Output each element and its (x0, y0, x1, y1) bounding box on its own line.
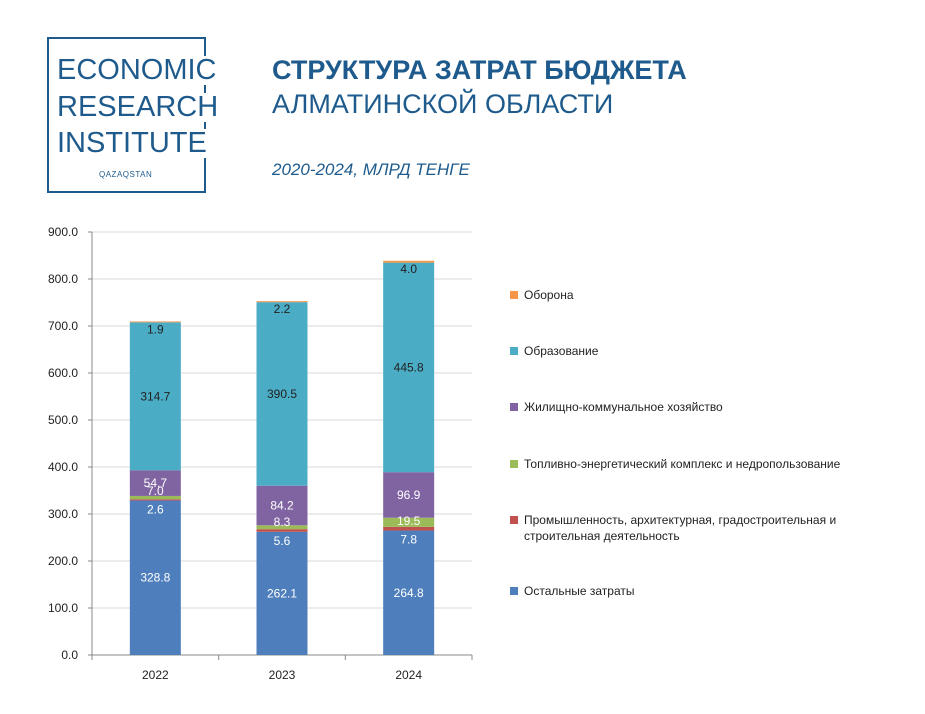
y-tick-label: 800.0 (48, 272, 78, 286)
bar-segment (383, 262, 435, 473)
logo: ECONOMIC RESEARCH INSTITUTE QAZAQSTAN (47, 37, 225, 193)
bar-segment (256, 525, 308, 530)
bar-segment (383, 526, 435, 531)
y-tick-label: 300.0 (48, 507, 78, 521)
legend-swatch (510, 587, 518, 595)
data-label: 264.8 (394, 586, 424, 600)
bar-segment (129, 321, 181, 323)
y-tick-label: 200.0 (48, 554, 78, 568)
legend-swatch (510, 460, 518, 468)
x-tick-label: 2024 (395, 668, 422, 682)
data-label: 328.8 (140, 571, 170, 585)
data-label: 445.8 (394, 360, 424, 374)
bar-segment (383, 472, 435, 518)
logo-line-2: RESEARCH (57, 93, 225, 122)
legend-label: Образование (524, 344, 599, 358)
x-tick-label: 2022 (142, 668, 169, 682)
data-label: 8.3 (274, 515, 291, 529)
bar-segment (256, 529, 308, 532)
y-tick-label: 700.0 (48, 319, 78, 333)
legend-label: Топливно-энергетический комплекс и недро… (524, 457, 841, 471)
data-label: 390.5 (267, 387, 297, 401)
bar-segment (129, 495, 181, 500)
y-tick-label: 400.0 (48, 460, 78, 474)
bar-segment (129, 499, 181, 501)
legend-label: Жилищно-коммунальное хозяйство (524, 400, 723, 414)
data-label: 7.0 (147, 484, 164, 498)
data-label: 262.1 (267, 586, 297, 600)
y-tick-label: 500.0 (48, 413, 78, 427)
bar-segment (383, 260, 435, 263)
x-tick-label: 2023 (269, 668, 296, 682)
legend-label: Остальные затраты (524, 584, 635, 598)
bar-segment (383, 517, 435, 527)
legend-swatch (510, 403, 518, 411)
bar-segment (256, 531, 308, 655)
page-title-line-2: АЛМАТИНСКОЙ ОБЛАСТИ (272, 89, 614, 119)
data-label: 314.7 (140, 389, 170, 403)
bar-segment (256, 301, 308, 303)
data-label: 96.9 (397, 488, 421, 502)
data-label: 54.7 (144, 476, 168, 490)
legend-label: Промышленность, архитектурная, градостро… (524, 513, 837, 543)
y-tick-label: 100.0 (48, 601, 78, 615)
bar-segment (129, 500, 181, 655)
data-label: 2.2 (274, 302, 291, 316)
bar-segment (129, 322, 181, 471)
data-label: 7.8 (400, 533, 417, 547)
legend-swatch (510, 516, 518, 524)
bar-segment (256, 302, 308, 486)
bar-segment (256, 485, 308, 526)
logo-subtitle: QAZAQSTAN (99, 170, 153, 179)
data-label: 5.6 (274, 534, 291, 548)
data-label: 2.6 (147, 502, 164, 516)
page-subtitle: 2020-2024, МЛРД ТЕНГЕ (272, 160, 470, 179)
data-label: 1.9 (147, 322, 164, 336)
legend-swatch (510, 291, 518, 299)
data-label: 84.2 (270, 498, 294, 512)
logo-line-3: INSTITUTE (57, 129, 213, 158)
bar-segment (383, 530, 435, 655)
logo-frame-top (47, 37, 206, 39)
data-label: 4.0 (400, 262, 417, 276)
logo-line-1: ECONOMIC (57, 56, 223, 85)
legend-swatch (510, 347, 518, 355)
legend-label: Оборона (524, 288, 574, 302)
page-title-line-1: СТРУКТУРА ЗАТРАТ БЮДЖЕТА (272, 55, 687, 85)
logo-frame-bottom (47, 191, 206, 193)
data-label: 19.5 (397, 514, 421, 528)
y-tick-label: 900.0 (48, 225, 78, 239)
bar-segment (129, 470, 181, 496)
logo-frame-left (47, 37, 49, 193)
y-tick-label: 0.0 (61, 648, 78, 662)
y-tick-label: 600.0 (48, 366, 78, 380)
